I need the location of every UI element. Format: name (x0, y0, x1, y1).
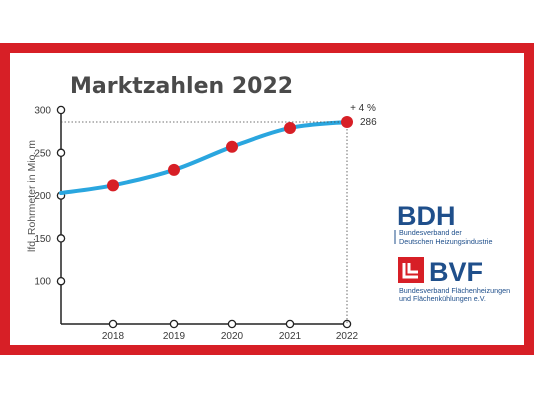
x-tick-marker (169, 319, 179, 329)
y-tick-label: 300 (34, 106, 51, 117)
axes (60, 110, 347, 325)
x-tick-marker (342, 319, 352, 329)
y-tick-marker (56, 276, 66, 286)
chart-panel (10, 53, 524, 345)
red-frame (0, 43, 534, 355)
x-tick-marker (108, 319, 118, 329)
x-tick-label: 2021 (279, 331, 302, 342)
x-tick-label: 2022 (336, 331, 359, 342)
data-point (226, 140, 238, 153)
data-point (341, 115, 353, 128)
bvf-line-1: Bundesverband Flächenheizungen (399, 286, 510, 295)
chart-title: Marktzahlen 2022 (70, 74, 293, 99)
last-value-label: 286 (360, 117, 377, 128)
y-axis-label: lfd. Rohrmeter in Mio. m (26, 140, 38, 252)
bvf-logo-text: BVF (429, 257, 483, 287)
data-point (107, 179, 119, 192)
data-points (107, 115, 353, 192)
bdh-logo: BDH Bundesverband der Deutschen Heizungs… (394, 201, 493, 246)
bvf-logo: BVF Bundesverband Flächenheizungen und F… (398, 257, 510, 303)
x-tick-marker (285, 319, 295, 329)
bvf-line-2: und Flächenkühlungen e.V. (399, 294, 486, 303)
x-tick-label: 2019 (163, 331, 186, 342)
y-tick-marker (56, 234, 66, 243)
bdh-logo-text: BDH (397, 201, 456, 231)
y-tick-marker (56, 148, 66, 158)
series-line (59, 119, 349, 196)
bdh-line-1: Bundesverband der (399, 228, 462, 237)
y-tick-label: 150 (34, 234, 51, 245)
x-ticks: 2018 2019 2020 2021 2022 (102, 319, 359, 342)
y-tick-label: 200 (34, 191, 51, 202)
change-annotation: + 4 % (350, 103, 376, 114)
y-tick-marker (56, 105, 66, 115)
y-ticks: 100 150 200 250 300 (34, 105, 66, 288)
x-tick-marker (227, 319, 237, 329)
data-point (284, 121, 296, 134)
x-tick-label: 2020 (221, 331, 244, 342)
y-tick-label: 250 (34, 148, 51, 159)
data-point (168, 163, 180, 176)
bdh-line-2: Deutschen Heizungsindustrie (399, 237, 493, 246)
y-tick-label: 100 (34, 277, 51, 288)
x-tick-label: 2018 (102, 331, 125, 342)
